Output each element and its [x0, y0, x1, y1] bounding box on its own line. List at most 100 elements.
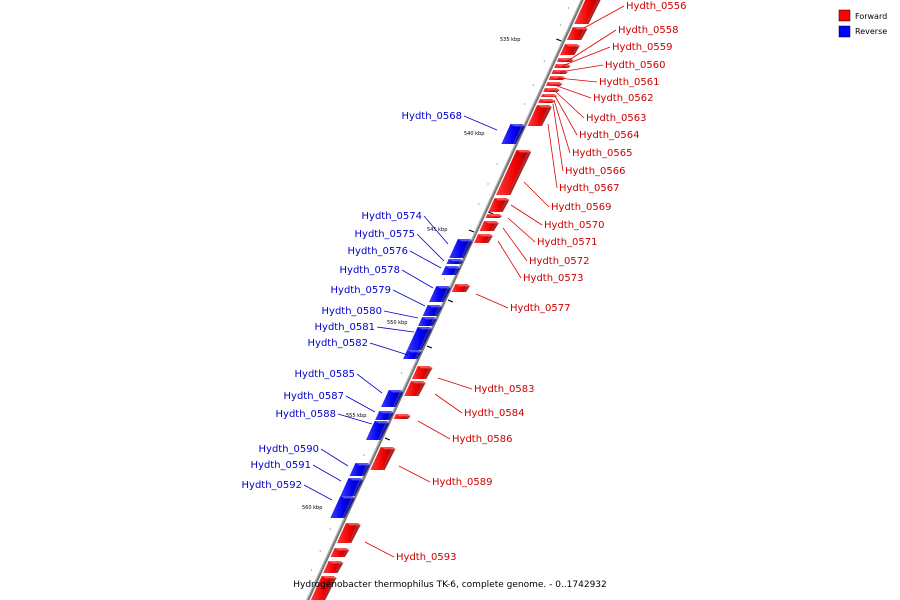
legend-swatch-reverse: [838, 25, 851, 38]
reverse-gene-block[interactable]: [403, 350, 424, 359]
gene-label-hydth-0573[interactable]: Hydth_0573: [523, 273, 584, 284]
reverse-gene-block[interactable]: [375, 411, 396, 420]
forward-gene-block[interactable]: [548, 76, 567, 80]
forward-gene-block[interactable]: [551, 70, 570, 74]
reverse-gene-block[interactable]: [381, 390, 405, 407]
gene-label-hydth-0592[interactable]: Hydth_0592: [242, 480, 303, 491]
gene-label-hydth-0590[interactable]: Hydth_0590: [259, 444, 320, 455]
reverse-gene-block[interactable]: [407, 327, 434, 350]
gene-label-hydth-0582[interactable]: Hydth_0582: [308, 338, 369, 349]
gene-label-hydth-0589[interactable]: Hydth_0589: [432, 477, 493, 488]
reverse-gene-block[interactable]: [349, 463, 372, 476]
leader-line: [392, 289, 426, 307]
forward-gene-block[interactable]: [543, 88, 561, 92]
gene-label-hydth-0580[interactable]: Hydth_0580: [322, 306, 383, 317]
gene-label-hydth-0566[interactable]: Hydth_0566: [565, 166, 626, 177]
gene-label-hydth-0583[interactable]: Hydth_0583: [474, 384, 535, 395]
forward-gene-block[interactable]: [370, 447, 397, 470]
gene-label-hydth-0569[interactable]: Hydth_0569: [551, 202, 612, 213]
leader-line: [320, 448, 349, 467]
gene-label-hydth-0591[interactable]: Hydth_0591: [251, 460, 312, 471]
gene-label-hydth-0576[interactable]: Hydth_0576: [348, 246, 409, 257]
forward-gene-block[interactable]: [336, 523, 363, 543]
forward-gene-block[interactable]: [330, 548, 351, 557]
major-tick: [556, 38, 562, 42]
gene-label-hydth-0565[interactable]: Hydth_0565: [572, 148, 633, 159]
gene-label-hydth-0560[interactable]: Hydth_0560: [605, 60, 666, 71]
gene-label-hydth-0577[interactable]: Hydth_0577: [510, 303, 571, 314]
gene-label-hydth-0581[interactable]: Hydth_0581: [315, 322, 376, 333]
leader-line: [423, 215, 449, 245]
leader-line: [497, 240, 522, 279]
map-title: Hydrogenobacter thermophilus TK-6, compl…: [293, 580, 607, 590]
reverse-gene-block[interactable]: [446, 259, 465, 264]
forward-gene-block[interactable]: [574, 0, 603, 24]
gene-label-hydth-0567[interactable]: Hydth_0567: [559, 183, 620, 194]
gene-label-hydth-0588[interactable]: Hydth_0588: [276, 409, 337, 420]
leader-line: [409, 250, 442, 269]
forward-gene-block[interactable]: [540, 94, 559, 97]
leader-line: [555, 91, 585, 119]
gene-label-hydth-0568[interactable]: Hydth_0568: [402, 111, 463, 122]
forward-gene-block[interactable]: [479, 221, 501, 231]
gene-label-hydth-0572[interactable]: Hydth_0572: [529, 256, 590, 267]
forward-gene-block[interactable]: [527, 105, 554, 126]
gene-label-hydth-0558[interactable]: Hydth_0558: [618, 25, 679, 36]
gene-label-hydth-0587[interactable]: Hydth_0587: [284, 391, 345, 402]
gene-label-hydth-0564[interactable]: Hydth_0564: [579, 130, 640, 141]
gene-label-hydth-0593[interactable]: Hydth_0593: [396, 552, 457, 563]
leader-line: [552, 103, 564, 172]
reverse-gene-block[interactable]: [441, 266, 462, 275]
leader-line: [383, 310, 419, 319]
gene-label-hydth-0584[interactable]: Hydth_0584: [464, 408, 525, 419]
forward-gene-block[interactable]: [566, 27, 589, 40]
gene-label-hydth-0579[interactable]: Hydth_0579: [331, 285, 392, 296]
leader-line: [337, 413, 373, 425]
gene-label-hydth-0559[interactable]: Hydth_0559: [612, 42, 673, 53]
reverse-gene-block[interactable]: [330, 496, 357, 518]
forward-gene-block[interactable]: [474, 234, 495, 243]
tick-label-545: 545 kbp: [427, 227, 447, 233]
leader-line: [502, 227, 528, 262]
gene-label-hydth-0578[interactable]: Hydth_0578: [340, 265, 401, 276]
gene-label-hydth-0586[interactable]: Hydth_0586: [452, 434, 513, 445]
gene-label-hydth-0562[interactable]: Hydth_0562: [593, 93, 654, 104]
forward-gene-block[interactable]: [323, 561, 345, 573]
forward-gene-block[interactable]: [485, 214, 504, 218]
leader-line: [376, 326, 415, 333]
leader-line: [434, 393, 463, 414]
forward-gene-block[interactable]: [404, 381, 427, 396]
reverse-gene-block[interactable]: [418, 317, 439, 326]
gene-label-hydth-0556[interactable]: Hydth_0556: [626, 1, 687, 12]
reverse-gene-block[interactable]: [422, 305, 444, 316]
reverse-gene-block[interactable]: [340, 478, 365, 496]
forward-gene-block[interactable]: [545, 82, 564, 86]
reverse-gene-block[interactable]: [429, 286, 453, 302]
forward-gene-block[interactable]: [310, 576, 338, 600]
gene-label-hydth-0570[interactable]: Hydth_0570: [544, 220, 605, 231]
forward-gene-block[interactable]: [488, 198, 511, 212]
gene-label-hydth-0561[interactable]: Hydth_0561: [599, 77, 660, 88]
leader-line: [303, 484, 333, 501]
reverse-gene-block[interactable]: [365, 421, 391, 440]
forward-gene-block[interactable]: [393, 414, 412, 419]
forward-gene-block[interactable]: [496, 150, 533, 195]
reverse-gene-block[interactable]: [501, 124, 527, 144]
leader-line: [554, 95, 578, 136]
gene-label-hydth-0575[interactable]: Hydth_0575: [355, 229, 416, 240]
gene-label-hydth-0585[interactable]: Hydth_0585: [295, 369, 356, 380]
tick-label-535: 535 kbp: [500, 37, 520, 43]
forward-gene-block[interactable]: [411, 366, 434, 379]
leader-line: [345, 395, 376, 413]
gene-label-hydth-0563[interactable]: Hydth_0563: [586, 113, 647, 124]
forward-gene-block[interactable]: [451, 284, 472, 292]
leader-line: [510, 204, 543, 226]
gene-label-hydth-0571[interactable]: Hydth_0571: [537, 237, 598, 248]
forward-gene-block[interactable]: [560, 44, 582, 55]
forward-gene-block[interactable]: [554, 64, 572, 68]
legend: Forward Reverse: [838, 9, 887, 38]
forward-gene-block[interactable]: [538, 99, 556, 103]
gene-label-hydth-0574[interactable]: Hydth_0574: [362, 211, 423, 222]
reverse-gene-block[interactable]: [449, 239, 474, 258]
gene-features: [310, 0, 603, 600]
